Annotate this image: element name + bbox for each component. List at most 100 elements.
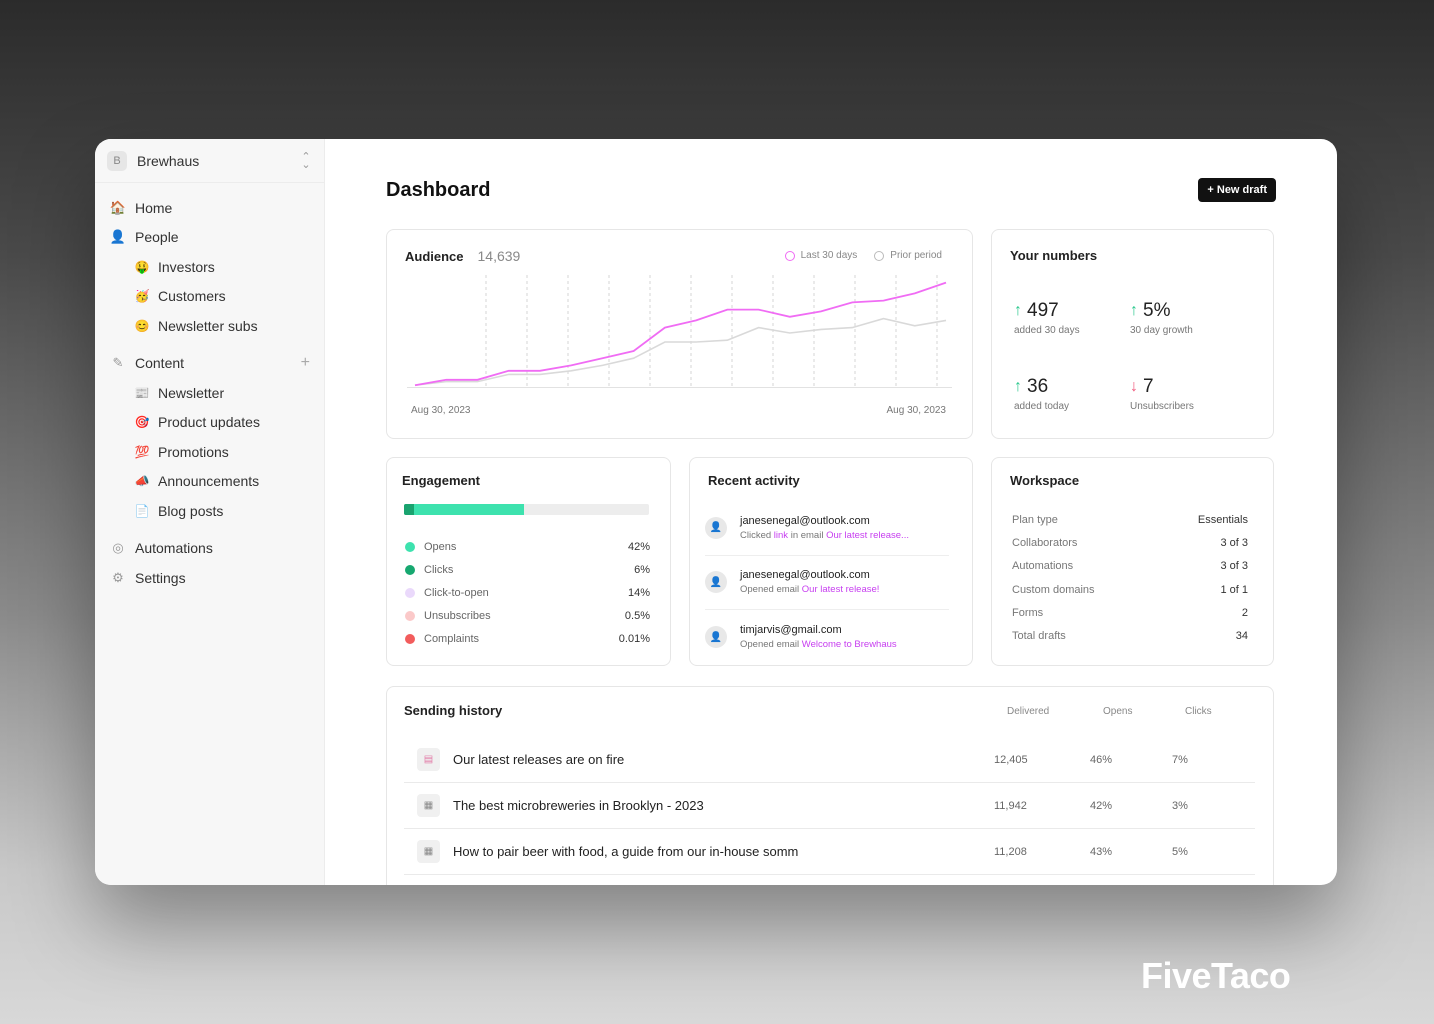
activity-body: janesenegal@outlook.com Clicked link in e… (740, 515, 909, 541)
workspace-list: Plan type Essentials Collaborators 3 of 3 Au… (1012, 508, 1248, 648)
activity-list: 👤 janesenegal@outlook.com Clicked link in … (705, 501, 949, 665)
workspace-label: Custom domains (1012, 583, 1095, 596)
activity-link[interactable]: Welcome to Brewhaus (801, 639, 897, 651)
engagement-value: 0.5% (624, 610, 650, 623)
page-title: Dashboard (386, 179, 491, 201)
stat-value-row: ↓ 7 (1130, 376, 1194, 398)
engagement-list: Opens 42% Clicks 6% Click-to-open 14% Unsubscr… (405, 535, 650, 651)
history-clicks: 5% (1172, 845, 1188, 858)
user-icon: 👤 (705, 516, 727, 539)
workspace-value: 3 of 3 (1220, 560, 1248, 573)
user-icon: 👤 (705, 571, 727, 594)
sidebar-item-label: Content (135, 355, 185, 372)
stat-value-row: ↑ 5% (1130, 300, 1193, 322)
audience-title: Audience (405, 249, 464, 264)
sidebar-item-newsletter[interactable]: 📰 Newsletter (95, 378, 324, 408)
product-updates-icon: 🎯 (134, 415, 150, 430)
activity-text: Clicked (740, 529, 774, 541)
sidebar-item-people[interactable]: 👤 People (95, 223, 324, 253)
activity-link[interactable]: link (773, 529, 789, 541)
workspace-value: 3 of 3 (1220, 536, 1248, 549)
activity-item[interactable]: 👤 janesenegal@outlook.com Opened email Our… (705, 556, 949, 610)
sidebar-item-customers[interactable]: 🥳 Customers (95, 282, 324, 312)
stat-value: 497 (1027, 300, 1059, 321)
sidebar-item-investors[interactable]: 🤑 Investors (95, 252, 324, 282)
stat-label: Unsubscribers (1130, 401, 1194, 412)
history-clicks: 3% (1172, 799, 1188, 812)
engagement-value: 14% (627, 586, 650, 599)
chevron-updown-icon: ⌃ ⌄ (301, 150, 311, 171)
workspace-switcher[interactable]: B Brewhaus ⌃ ⌄ (95, 139, 324, 183)
stat-value: 7 (1143, 376, 1154, 397)
dot-icon (405, 611, 415, 622)
arrow-down-icon: ↓ (1130, 378, 1138, 395)
workspace-row: Total drafts 34 (1012, 624, 1248, 647)
history-opens: 42% (1090, 799, 1113, 812)
stat-item: ↓ 7 Unsubscribers (1130, 376, 1194, 412)
history-delivered: 11,942 (994, 799, 1027, 812)
sidebar-item-label: Customers (158, 288, 226, 305)
add-content-icon[interactable]: + (300, 354, 310, 372)
user-icon: 👤 (705, 626, 727, 649)
activity-item[interactable]: 👤 timjarvis@gmail.com Opened email Welcome… (705, 610, 949, 665)
engagement-label: Click-to-open (424, 586, 489, 599)
stat-item: ↑ 497 added 30 days (1014, 300, 1080, 336)
circle-icon (874, 250, 885, 261)
people-icon: 👤 (109, 229, 127, 245)
home-icon: 🏠 (109, 199, 127, 215)
history-opens: 43% (1090, 845, 1113, 858)
workspace-card: Workspace Plan type Essentials Collaborato… (991, 457, 1274, 666)
history-delivered: 12,405 (994, 753, 1028, 766)
workspace-label: Forms (1012, 606, 1044, 619)
new-draft-button[interactable]: + New draft (1198, 178, 1276, 202)
sidebar: B Brewhaus ⌃ ⌄ 🏠 Home 👤 People 🤑 Investors 🥳 Cus… (95, 139, 325, 885)
legend-current[interactable]: Last 30 days (784, 250, 857, 261)
investors-icon: 🤑 (134, 259, 150, 274)
dot-icon (405, 634, 415, 645)
audience-count: 14,639 (477, 248, 521, 264)
engagement-value: 42% (627, 540, 650, 553)
activity-body: janesenegal@outlook.com Opened email Our … (740, 569, 879, 595)
brand-watermark: FiveTaco (1141, 955, 1291, 996)
stat-label: added today (1014, 401, 1070, 412)
history-title: How to pair beer with food, a guide from… (453, 844, 799, 859)
arrow-up-icon: ↑ (1014, 378, 1022, 395)
sidebar-item-blog-posts[interactable]: 📄 Blog posts (95, 496, 324, 526)
engagement-row: Click-to-open 14% (405, 581, 650, 604)
column-header-opens[interactable]: Opens (1103, 706, 1133, 717)
sidebar-item-product-updates[interactable]: 🎯 Product updates (95, 408, 324, 438)
workspace-value: 1 of 1 (1220, 583, 1248, 596)
engagement-progress-bar (404, 504, 649, 515)
recent-activity-title: Recent activity (708, 473, 800, 488)
table-row[interactable]: ▤ Our latest releases are on fire 12,405 46… (404, 737, 1255, 783)
sidebar-item-label: Investors (158, 258, 215, 275)
table-row[interactable]: ▦ The best microbreweries in Brooklyn - 2… (404, 783, 1255, 829)
workspace-title: Workspace (1010, 473, 1080, 488)
table-row[interactable]: ▦ How to pair beer with food, a guide fro… (404, 829, 1255, 875)
sidebar-item-promotions[interactable]: 💯 Promotions (95, 437, 324, 467)
legend-prior[interactable]: Prior period (874, 250, 942, 261)
workspace-label: Collaborators (1012, 536, 1078, 549)
activity-description: Opened email Welcome to Brewhaus (740, 639, 897, 650)
arrow-up-icon: ↑ (1130, 302, 1138, 319)
engagement-title: Engagement (402, 473, 481, 488)
sidebar-item-announcements[interactable]: 📣 Announcements (95, 467, 324, 497)
column-header-delivered[interactable]: Delivered (1007, 706, 1050, 717)
workspace-value: 34 (1235, 630, 1248, 643)
sidebar-item-content[interactable]: ✎ Content + (95, 349, 324, 379)
column-header-clicks[interactable]: Clicks (1185, 706, 1212, 717)
sidebar-item-label: Announcements (158, 473, 260, 490)
activity-description: Clicked link in email Our latest release… (740, 530, 909, 541)
legend-prior-label: Prior period (890, 250, 942, 261)
engagement-row: Complaints 0.01% (405, 628, 650, 651)
stat-label: added 30 days (1014, 325, 1080, 336)
activity-item[interactable]: 👤 janesenegal@outlook.com Clicked link in … (705, 501, 949, 556)
sidebar-item-settings[interactable]: ⚙ Settings (95, 563, 324, 593)
activity-link[interactable]: Our latest release! (801, 584, 880, 596)
activity-link[interactable]: Our latest release... (826, 529, 909, 541)
sidebar-item-newsletter-subs[interactable]: 😊 Newsletter subs (95, 311, 324, 341)
sidebar-item-automations[interactable]: ◎ Automations (95, 534, 324, 564)
activity-text: in email (788, 529, 827, 541)
sidebar-item-home[interactable]: 🏠 Home (95, 193, 324, 223)
workspace-label: Plan type (1012, 513, 1058, 526)
